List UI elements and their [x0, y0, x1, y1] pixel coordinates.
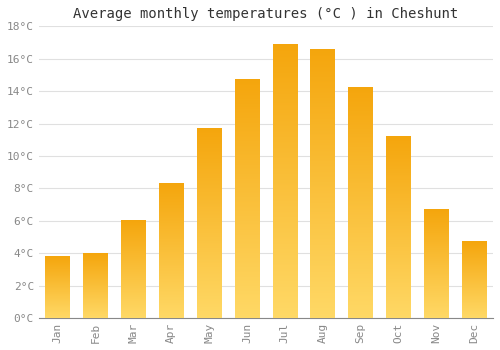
Title: Average monthly temperatures (°C ) in Cheshunt: Average monthly temperatures (°C ) in Ch…: [74, 7, 458, 21]
